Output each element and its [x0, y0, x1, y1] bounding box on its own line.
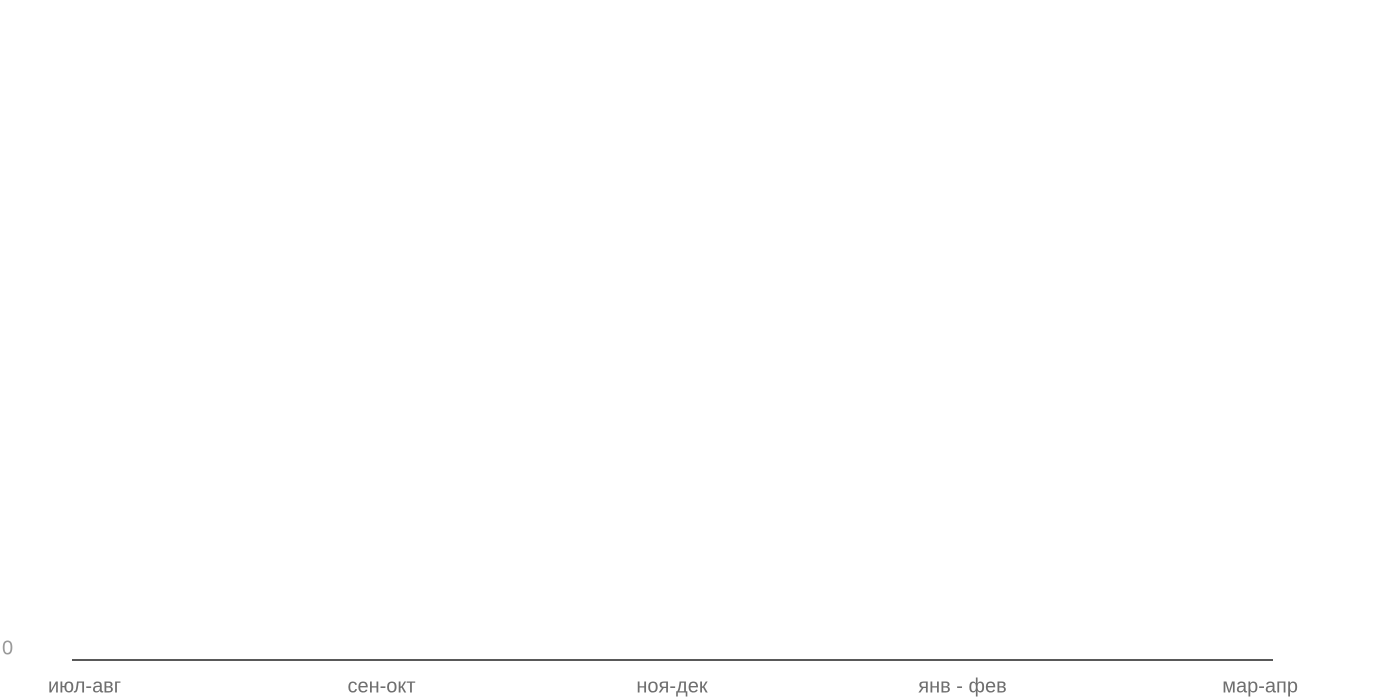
- x-tick-label: июл-авг: [48, 675, 121, 697]
- x-tick-label: мар-апр: [1222, 675, 1298, 697]
- x-tick-label: янв - фев: [918, 675, 1006, 697]
- x-tick-label: ноя-дек: [636, 675, 707, 697]
- y-tick-label: 0: [2, 637, 13, 659]
- x-tick-label: сен-окт: [347, 675, 415, 697]
